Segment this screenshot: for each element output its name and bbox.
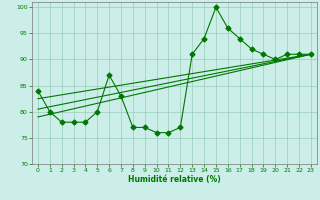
X-axis label: Humidité relative (%): Humidité relative (%) — [128, 175, 221, 184]
